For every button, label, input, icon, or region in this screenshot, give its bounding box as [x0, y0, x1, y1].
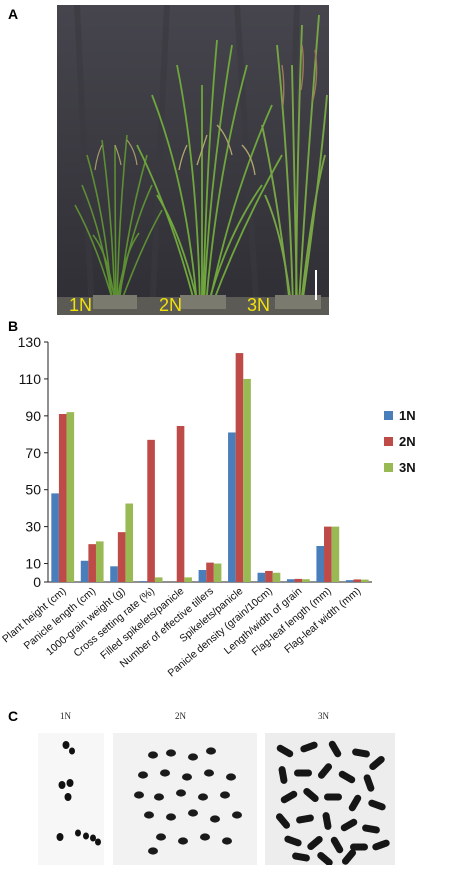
bars — [51, 353, 369, 582]
legend: 1N 2N 3N — [384, 408, 416, 475]
legend-swatch — [384, 437, 393, 446]
bar-1n — [51, 493, 59, 582]
bar-1n — [345, 580, 354, 582]
y-tick-label: 10 — [25, 556, 41, 572]
bar-3n — [361, 579, 369, 582]
bar-2n — [117, 532, 126, 582]
photo-label-1n: 1N — [69, 295, 92, 315]
karyo-3n-image — [265, 733, 395, 865]
legend-label: 3N — [399, 460, 416, 475]
bar-3n — [272, 572, 281, 582]
bar-2n — [324, 526, 332, 582]
bar-3n — [213, 563, 222, 582]
bar-3n — [184, 577, 192, 582]
bar-1n — [228, 432, 236, 582]
bar-2n — [235, 353, 244, 582]
bar-2n — [294, 578, 303, 582]
bar-1n — [110, 566, 118, 582]
legend-swatch — [384, 463, 393, 472]
bar-2n — [176, 426, 185, 582]
bar-3n — [154, 577, 163, 582]
y-tick-label: 30 — [25, 519, 41, 535]
bar-3n — [95, 541, 104, 582]
bar-1n — [198, 570, 207, 582]
legend-label: 2N — [399, 434, 416, 449]
bar-chart: 0 10 30 50 70 90 110 130 Plant height (cm)Panic… — [0, 334, 416, 679]
karyo-1n-image — [38, 733, 104, 865]
bar-3n — [66, 412, 75, 582]
bar-2n — [265, 570, 273, 582]
bar-1n — [257, 572, 266, 582]
plant-2n — [136, 39, 283, 306]
bar-2n — [147, 439, 155, 582]
panel-b-label: B — [8, 318, 19, 334]
bar-3n — [331, 526, 340, 582]
panel-a-label: A — [8, 6, 19, 22]
karyotype-panel: 1N 2N 3N — [0, 705, 454, 875]
photo-label-3n: 3N — [247, 295, 270, 315]
y-tick-label: 90 — [25, 408, 41, 424]
bar-2n — [206, 562, 214, 582]
karyo-label-3n: 3N — [318, 711, 329, 721]
y-tick-label: 50 — [25, 482, 41, 498]
bar-1n — [139, 581, 148, 582]
bar-3n — [302, 579, 310, 582]
bar-3n — [243, 378, 251, 582]
bar-1n — [286, 579, 295, 582]
y-tick-label: 0 — [33, 574, 41, 590]
plant-photo: 1N 2N 3N — [57, 5, 329, 315]
bar-3n — [125, 503, 134, 582]
legend-swatch — [384, 411, 393, 420]
y-tick-label: 110 — [19, 371, 42, 387]
y-tick-label: 130 — [18, 334, 42, 350]
karyo-2n-image — [113, 733, 257, 865]
bar-2n — [88, 544, 96, 582]
karyo-label-1n: 1N — [60, 711, 71, 721]
y-tick-label: 70 — [25, 445, 41, 461]
bar-2n — [353, 579, 362, 582]
bar-1n — [316, 546, 325, 582]
karyo-label-2n: 2N — [175, 711, 186, 721]
legend-label: 1N — [399, 408, 416, 423]
x-axis-labels: Plant height (cm)Panicle length (cm)1000… — [0, 585, 363, 679]
bar-2n — [58, 414, 67, 582]
panel-c-label: C — [8, 708, 19, 724]
bar-1n — [80, 560, 89, 582]
photo-label-2n: 2N — [159, 295, 182, 315]
